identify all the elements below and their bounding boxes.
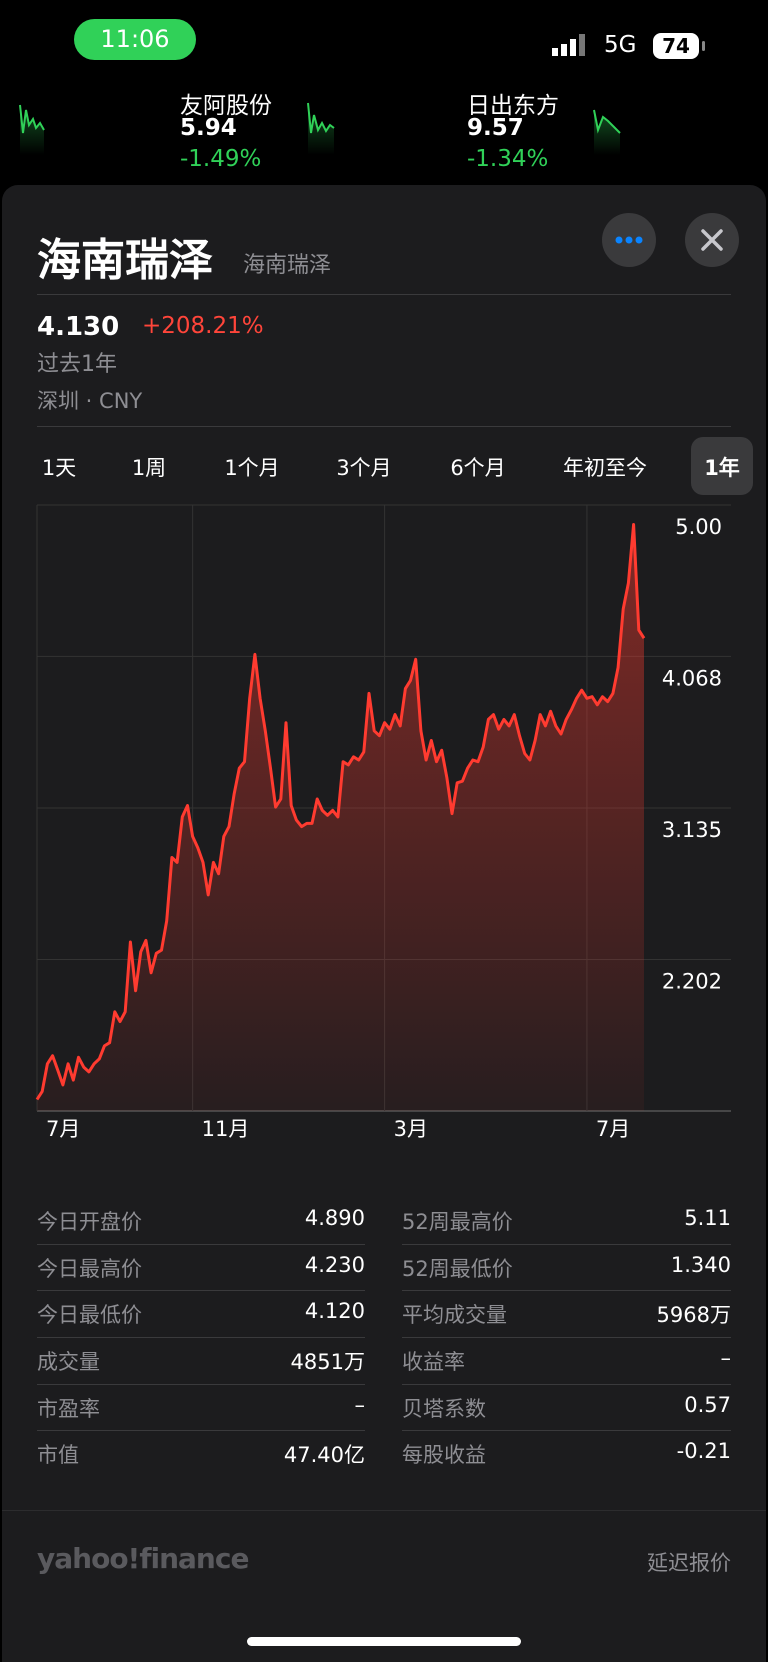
- stat-divider: [37, 1290, 365, 1291]
- price-line: [35, 523, 646, 1101]
- ticker-name[interactable]: 日出东方: [467, 93, 559, 119]
- stat-divider: [402, 1430, 731, 1431]
- stat-value: 47.40亿: [283, 1443, 365, 1467]
- x-tick-label: 7月: [46, 1117, 80, 1141]
- footer-divider: [2, 1510, 766, 1511]
- title: 海南瑞泽: [37, 235, 213, 286]
- ticker-sparklines: [19, 102, 621, 155]
- stat-value: 4.230: [304, 1253, 365, 1277]
- y-tick-label: 4.068: [662, 666, 722, 690]
- stat-value: 4.120: [304, 1299, 365, 1323]
- stat-divider: [37, 1383, 365, 1385]
- range-tab[interactable]: 3个月: [336, 456, 392, 480]
- home-indicator: [247, 1637, 521, 1646]
- stat-label: 52周最低价: [402, 1257, 513, 1281]
- stat-divider: [37, 1336, 365, 1338]
- battery-tip: [702, 41, 705, 51]
- period: 过去1年: [37, 352, 117, 377]
- stat-divider: [402, 1243, 731, 1245]
- stat-label: 贝塔系数: [402, 1397, 486, 1421]
- stat-label: 平均成交量: [402, 1303, 507, 1327]
- stat-label: 收益率: [402, 1350, 465, 1374]
- stat-label: 市值: [37, 1443, 79, 1467]
- delay-note: 延迟报价: [647, 1551, 731, 1575]
- time-pill[interactable]: [74, 19, 196, 60]
- yahoo-logo[interactable]: yahoo!finance: [37, 1542, 249, 1575]
- stat-label: 市盈率: [37, 1397, 100, 1421]
- y-tick-label: 3.135: [662, 818, 722, 842]
- stat-divider: [37, 1243, 365, 1245]
- chart: 5.00 4.068 3.135 2.202 7月 11月 3月 7月: [35, 504, 731, 1141]
- price: 4.130: [37, 312, 120, 342]
- ticker-price: 5.94: [180, 115, 237, 141]
- y-tick-label: 2.202: [662, 970, 722, 994]
- stat-label: 今日开盘价: [37, 1210, 142, 1234]
- stat-value: –: [720, 1346, 732, 1370]
- stat-divider: [402, 1336, 731, 1338]
- stat-divider: [402, 1290, 731, 1291]
- stat-divider: [402, 1383, 731, 1385]
- stat-label: 今日最高价: [37, 1257, 142, 1281]
- stat-divider: [37, 1430, 365, 1431]
- price-change: +208.21%: [142, 313, 264, 339]
- stat-value: 4.890: [304, 1206, 365, 1230]
- network: 5G: [604, 32, 637, 58]
- stat-label: 每股收益: [402, 1443, 486, 1467]
- range-tab[interactable]: 1个月: [224, 456, 280, 480]
- stat-label: 52周最高价: [402, 1210, 513, 1234]
- divider: [37, 294, 731, 295]
- signal-icon: [552, 34, 585, 56]
- subtitle: 海南瑞泽: [243, 253, 332, 278]
- x-tick-label: 7月: [596, 1117, 630, 1141]
- stat-value: -0.21: [676, 1439, 731, 1463]
- ticker-name[interactable]: 友阿股份: [180, 93, 272, 119]
- stat-value: 5.11: [684, 1206, 731, 1230]
- divider: [37, 426, 731, 427]
- stat-value: 1.340: [670, 1253, 731, 1277]
- x-tick-label: 11月: [202, 1117, 250, 1141]
- more-icon: [615, 236, 643, 244]
- stat-label: 今日最低价: [37, 1303, 142, 1327]
- tab-selected-bg: [691, 437, 753, 495]
- range-tab[interactable]: 1天: [41, 456, 77, 480]
- range-tab[interactable]: 年初至今: [563, 456, 647, 480]
- ticker-change: -1.49%: [180, 146, 262, 172]
- stat-value: 5968万: [656, 1303, 731, 1327]
- battery: 74: [653, 33, 699, 59]
- range-tab[interactable]: 1周: [131, 456, 167, 480]
- range-tab[interactable]: 1年: [704, 456, 740, 480]
- exchange: 深圳 · CNY: [37, 389, 143, 413]
- area-fill: [37, 524, 644, 1111]
- close-icon: [701, 229, 723, 251]
- y-tick-label: 5.00: [675, 515, 722, 539]
- stat-label: 成交量: [37, 1350, 100, 1374]
- stat-value: –: [354, 1393, 366, 1417]
- ticker-price: 9.57: [467, 115, 524, 141]
- range-tab[interactable]: 6个月: [450, 456, 506, 480]
- x-tick-label: 3月: [394, 1117, 428, 1141]
- stat-value: 4851万: [290, 1350, 365, 1374]
- ticker-change: -1.34%: [467, 146, 549, 172]
- stat-value: 0.57: [684, 1393, 731, 1417]
- time: 11:06: [100, 25, 170, 53]
